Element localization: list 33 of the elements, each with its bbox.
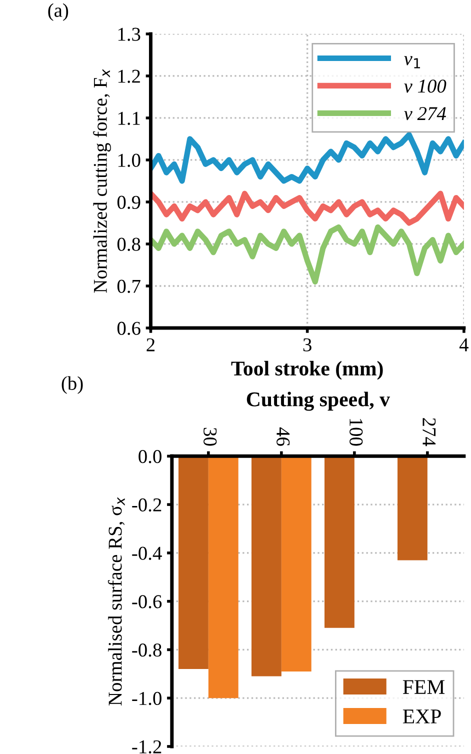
x-tick-label: 46 <box>276 427 290 446</box>
y-tick-label: 0.0 <box>138 450 162 464</box>
y-tick-label: 0.7 <box>117 280 140 294</box>
y-tick-label: 0.8 <box>117 238 140 251</box>
y-tick-label: -0.8 <box>132 644 162 657</box>
y-axis-title: Normalised surface RS, σ$_{x}$ <box>108 497 125 706</box>
y-tick-label: -0.2 <box>132 498 162 512</box>
y-tick-label: 0.9 <box>117 196 140 209</box>
x-tick-label: 30 <box>204 428 217 446</box>
x-tick-label: 274 <box>422 418 436 446</box>
y-tick-label: -0.6 <box>132 595 162 608</box>
legend-label: v 274 <box>404 107 446 120</box>
y-tick-label: 1.3 <box>118 28 140 41</box>
y-axis-title: Normalized cutting force, F$_{x}$ <box>93 69 111 293</box>
x-axis-title: Tool stroke (mm) <box>231 360 383 380</box>
y-tick-label: 0.6 <box>117 322 140 336</box>
x-tick-label: 2 <box>146 338 155 352</box>
y-tick-label: -1.0 <box>132 692 162 706</box>
chart-title: (b) <box>62 376 83 394</box>
y-tick-label: 1.0 <box>118 154 140 167</box>
legend-label: v 100 <box>404 80 446 93</box>
y-tick-label: 1.1 <box>118 112 140 125</box>
x-tick-label: 100 <box>350 418 363 446</box>
y-tick-label: -1.2 <box>132 740 162 754</box>
y-tick-label: 1.2 <box>118 70 140 83</box>
chart-title: (a) <box>48 3 68 21</box>
x-axis-title: Cutting speed, v <box>246 392 390 411</box>
legend-label: FEM <box>402 680 445 694</box>
x-tick-label: 4 <box>459 338 468 352</box>
legend-label: EXP <box>402 710 441 724</box>
x-tick-label: 3 <box>303 338 312 352</box>
y-tick-label: -0.4 <box>132 546 162 560</box>
legend-label: v$_{1}$ <box>404 56 420 68</box>
